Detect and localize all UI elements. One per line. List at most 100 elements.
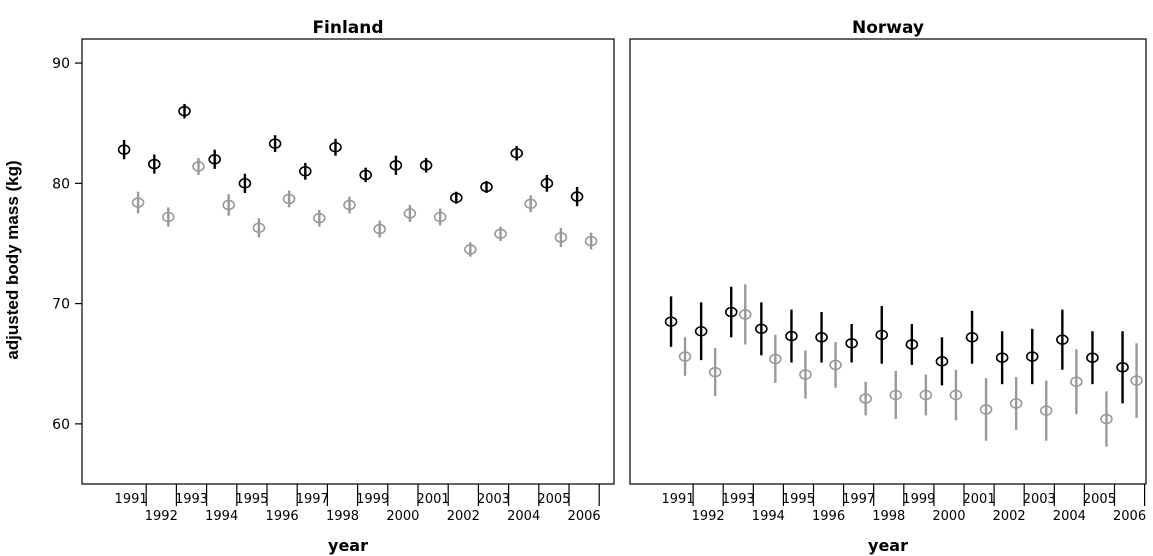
data-point — [282, 193, 296, 205]
x-tick-label: 1992 — [145, 509, 178, 524]
data-point — [1039, 405, 1053, 416]
data-point — [373, 223, 387, 235]
x-tick-label: 1995 — [782, 492, 815, 507]
data-point — [554, 232, 568, 243]
x-tick-label: 1997 — [842, 492, 875, 507]
data-point — [510, 147, 524, 159]
data-point — [785, 330, 798, 342]
panel-title-norway: Norway — [852, 18, 924, 38]
data-point — [403, 208, 417, 219]
x-tick-label: 2000 — [932, 509, 965, 524]
panel-frame-finland — [81, 38, 615, 485]
data-point — [312, 212, 326, 224]
data-point — [343, 199, 356, 211]
data-point — [449, 192, 463, 204]
x-tick-label: 1998 — [326, 509, 359, 524]
data-point — [829, 359, 842, 371]
x-tick-label: 1992 — [692, 509, 725, 524]
x-tick-label: 2002 — [447, 509, 480, 524]
panel-title-finland: Finland — [312, 18, 383, 38]
y-tick-label: 80 — [52, 176, 70, 192]
x-tick-label: 1993 — [722, 492, 755, 507]
data-point — [799, 369, 812, 380]
data-point — [905, 339, 919, 350]
panel-frame-norway — [629, 38, 1147, 485]
data-point — [875, 329, 889, 341]
data-point — [329, 141, 342, 153]
data-point — [1100, 413, 1113, 425]
data-point — [268, 138, 282, 149]
x-tick-label: 1997 — [296, 492, 329, 507]
data-point — [769, 353, 782, 365]
x-tick-label: 1995 — [235, 492, 268, 507]
data-point — [815, 331, 828, 343]
data-point — [494, 228, 507, 240]
x-tick-label: 2001 — [417, 492, 450, 507]
data-point — [540, 178, 554, 189]
y-tick-label: 60 — [52, 417, 70, 433]
data-point — [724, 306, 738, 318]
data-point — [979, 404, 993, 415]
data-point — [1025, 351, 1039, 362]
data-point — [678, 351, 692, 362]
data-point — [949, 389, 963, 401]
data-point — [162, 211, 175, 223]
x-tick-label: 1993 — [175, 492, 208, 507]
data-point — [131, 197, 145, 208]
x-axis-label-norway: year — [868, 536, 908, 555]
y-tick-label: 70 — [52, 297, 70, 313]
data-point — [845, 337, 858, 349]
y-tick-label: 90 — [52, 56, 70, 72]
data-point — [192, 161, 205, 172]
data-point — [433, 211, 447, 223]
x-tick-label: 2002 — [993, 509, 1026, 524]
x-tick-label: 2005 — [537, 492, 570, 507]
x-tick-label: 2000 — [386, 509, 419, 524]
data-point — [222, 199, 235, 211]
x-tick-label: 2005 — [1083, 492, 1116, 507]
data-point — [148, 158, 161, 170]
x-tick-label: 1991 — [115, 492, 148, 507]
x-tick-label: 1994 — [752, 509, 785, 524]
data-point — [252, 222, 266, 234]
data-point — [1009, 398, 1023, 409]
x-tick-label: 1996 — [266, 509, 299, 524]
data-point — [298, 165, 312, 177]
y-axis-label: adjusted body mass (kg) — [3, 160, 22, 359]
data-point — [995, 352, 1009, 364]
data-point — [1086, 352, 1099, 364]
data-point — [117, 144, 131, 155]
data-point — [755, 323, 768, 335]
data-point — [664, 316, 678, 327]
data-point — [178, 105, 191, 117]
x-tick-label: 1998 — [872, 509, 905, 524]
data-point — [359, 169, 373, 181]
data-point — [965, 331, 979, 343]
x-tick-label: 1996 — [812, 509, 845, 524]
data-point — [1130, 375, 1143, 386]
x-tick-label: 2006 — [568, 509, 601, 524]
data-point — [524, 198, 538, 210]
x-axis-label-finland: year — [328, 536, 368, 555]
data-point — [463, 244, 477, 255]
x-tick-label: 1999 — [902, 492, 935, 507]
x-tick-label: 1999 — [356, 492, 389, 507]
data-point — [889, 389, 903, 401]
x-tick-label: 2004 — [1053, 509, 1086, 524]
x-tick-label: 1991 — [662, 492, 695, 507]
data-point — [1070, 376, 1083, 388]
data-point — [1056, 334, 1069, 345]
data-point — [694, 325, 708, 337]
data-point — [570, 191, 584, 202]
data-point — [919, 389, 933, 401]
data-point — [419, 159, 433, 171]
data-point — [208, 153, 221, 165]
data-point — [480, 181, 493, 193]
x-tick-label: 2006 — [1113, 509, 1146, 524]
data-point — [238, 178, 252, 189]
x-tick-label: 1994 — [205, 509, 238, 524]
data-point — [708, 366, 722, 378]
x-tick-label: 2003 — [477, 492, 510, 507]
data-point — [738, 309, 752, 320]
